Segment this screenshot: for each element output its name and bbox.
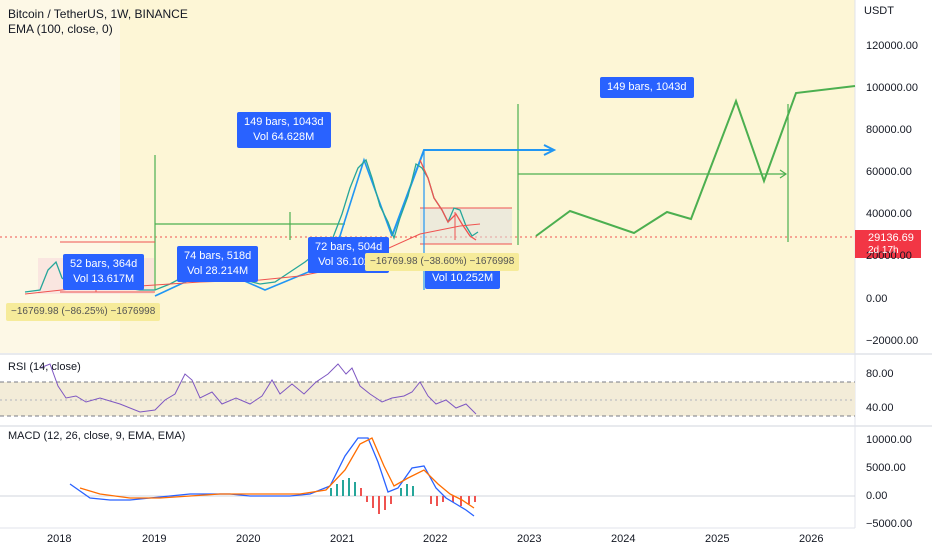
time-label: 2024 xyxy=(611,533,636,545)
blue-arrow-path[interactable] xyxy=(391,149,552,237)
measure-arrowhead xyxy=(779,169,788,179)
measure-tag-line: Vol 64.628M xyxy=(253,131,315,143)
macd-line xyxy=(69,437,475,517)
measure-tag-2022[interactable]: Vol 10.252M xyxy=(425,268,501,289)
macd-axis-label: 10000.00 xyxy=(866,434,912,446)
time-label: 2020 xyxy=(236,533,261,545)
measure-tag-line: 149 bars, 1043d xyxy=(607,81,687,93)
price-label: 120000.00 xyxy=(866,40,918,52)
macd-axis-label: −5000.00 xyxy=(866,518,913,530)
symbol-title[interactable]: Bitcoin / TetherUS, 1W, BINANCE xyxy=(8,7,188,21)
price-label: 40000.00 xyxy=(866,208,912,220)
measure-tag-top-2021[interactable]: 149 bars, 1043d Vol 64.628M xyxy=(237,112,331,148)
time-label: 2021 xyxy=(330,533,355,545)
price-label: 20000.00 xyxy=(866,250,912,262)
price-label: −20000.00 xyxy=(866,335,919,347)
time-label: 2018 xyxy=(47,533,72,545)
measure-tag-2019[interactable]: 74 bars, 518d Vol 28.214M xyxy=(177,246,259,282)
macd-axis-label: 5000.00 xyxy=(866,462,906,474)
price-label: 60000.00 xyxy=(866,166,912,178)
measure-tag-line: 72 bars, 504d xyxy=(315,241,383,253)
price-label: 80000.00 xyxy=(866,124,912,136)
measure-tag-line: Vol 13.617M xyxy=(73,273,135,285)
macd-axis-label: 0.00 xyxy=(866,490,888,502)
measure-tag-projection[interactable]: 149 bars, 1043d xyxy=(600,77,694,98)
main-pane-glow xyxy=(120,0,855,353)
measure-tag-line: Vol 36.102M xyxy=(318,256,380,268)
time-label: 2025 xyxy=(705,533,730,545)
measure-tag-line: Vol 10.252M xyxy=(432,272,494,284)
time-label: 2026 xyxy=(799,533,824,545)
current-price-value: 29136.69 xyxy=(868,232,914,244)
price-range-tag-2022[interactable]: −16769.98 (−38.60%) −1676998 xyxy=(365,253,520,271)
time-label: 2019 xyxy=(142,533,167,545)
projection-path[interactable] xyxy=(535,85,856,237)
measure-tag-line: 52 bars, 364d xyxy=(70,258,138,270)
rsi-band xyxy=(0,382,855,416)
time-label: 2022 xyxy=(423,533,448,545)
macd-legend[interactable]: MACD (12, 26, close, 9, EMA, EMA) xyxy=(8,430,186,442)
measure-tag-line: Vol 28.214M xyxy=(187,265,249,277)
macd-histogram xyxy=(330,478,476,514)
rsi-line xyxy=(39,363,477,415)
rsi-axis-label: 40.00 xyxy=(866,402,894,414)
price-label: 0.00 xyxy=(866,293,888,305)
blue-arrowhead xyxy=(543,144,557,156)
signal-line xyxy=(79,437,475,509)
measure-tag-line: 74 bars, 518d xyxy=(184,250,252,262)
price-label: 100000.00 xyxy=(866,82,918,94)
measure-tag-2018[interactable]: 52 bars, 364d Vol 13.617M xyxy=(63,254,145,290)
bar-countdown: 2d 17h xyxy=(868,245,899,256)
currency-label: USDT xyxy=(864,5,894,17)
time-label: 2023 xyxy=(517,533,542,545)
rsi-axis-label: 80.00 xyxy=(866,368,894,380)
rsi-legend[interactable]: RSI (14, close) xyxy=(8,361,81,373)
current-price-tag xyxy=(855,230,921,258)
measure-tag-line: 149 bars, 1043d xyxy=(244,116,324,128)
ema-legend[interactable]: EMA (100, close, 0) xyxy=(8,22,113,36)
price-series-down xyxy=(419,159,477,241)
price-range-tag-2018[interactable]: −16769.98 (−86.25%) −1676998 xyxy=(6,303,161,321)
